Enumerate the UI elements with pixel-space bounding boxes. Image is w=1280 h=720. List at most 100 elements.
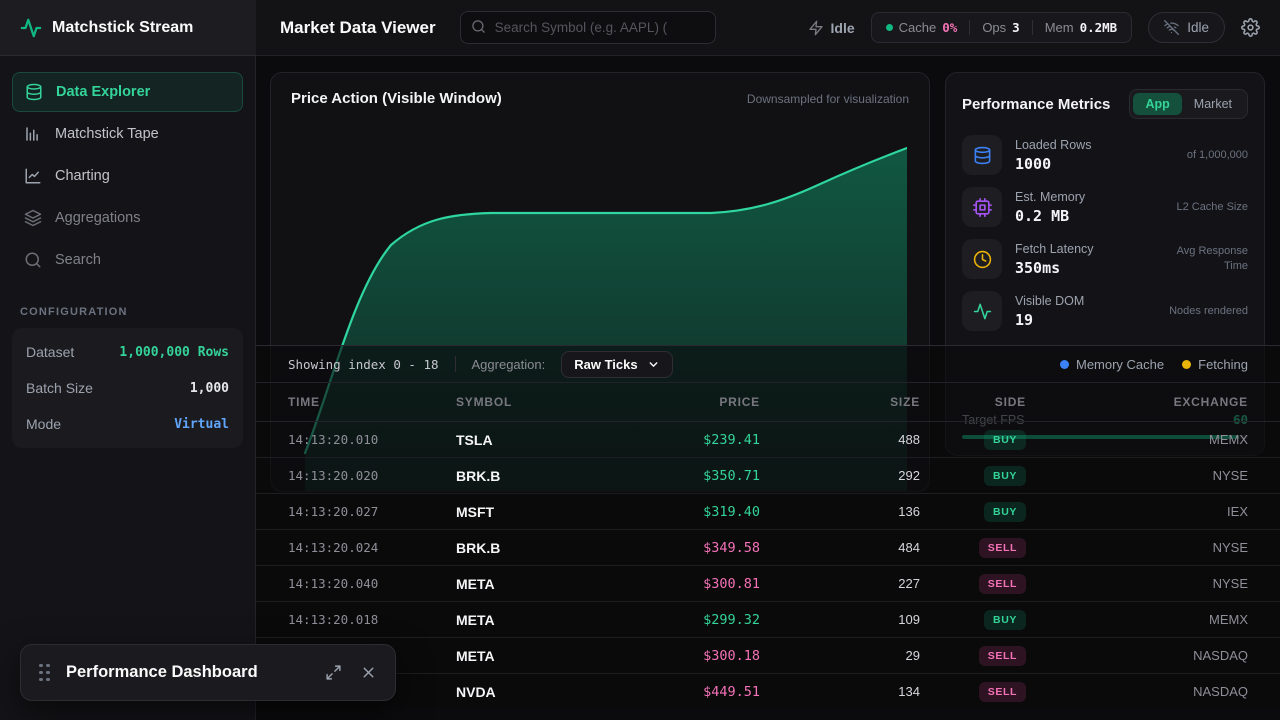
legend-fetching: Fetching	[1182, 357, 1248, 372]
search-icon	[24, 251, 42, 269]
chart-note: Downsampled for visualization	[746, 91, 909, 106]
table-row[interactable]: NVDA $449.51 134 SELL NASDAQ	[256, 674, 1280, 707]
sidebar-item-data-explorer[interactable]: Data Explorer	[12, 72, 243, 112]
tab-app[interactable]: App	[1133, 93, 1182, 115]
metric-note: of 1,000,000	[1186, 148, 1248, 161]
drag-handle-icon[interactable]	[39, 663, 50, 682]
search-input[interactable]	[459, 11, 716, 44]
side-badge: BUY	[984, 609, 1026, 630]
table-header-row: TIME SYMBOL PRICE SIZE SIDE EXCHANGE	[256, 383, 1280, 422]
table-row[interactable]: 14:13:20.018 META $299.32 109 BUY MEMX	[256, 602, 1280, 638]
config-heading: CONFIGURATION	[20, 306, 128, 318]
metric-note: Nodes rendered	[1169, 304, 1248, 317]
trade-size: 484	[898, 540, 920, 555]
divider	[969, 20, 971, 35]
line-chart-icon	[24, 167, 42, 185]
side-badge: BUY	[984, 501, 1026, 522]
metric-label: Loaded Rows	[1015, 137, 1092, 152]
wifi-off-icon	[1164, 20, 1180, 35]
trade-size: 292	[898, 468, 920, 483]
trade-exchange: NASDAQ	[1193, 648, 1248, 663]
trade-time: 14:13:20.020	[288, 468, 379, 483]
trade-size: 488	[898, 432, 920, 447]
trade-symbol: MSFT	[456, 503, 495, 520]
cache-value: 0%	[942, 20, 958, 35]
table-controls: Showing index 0 - 18 Aggregation: Raw Ti…	[256, 346, 1280, 383]
metric-value: 350ms	[1015, 258, 1061, 277]
side-badge: BUY	[984, 429, 1026, 450]
trade-price: $449.51	[703, 683, 760, 700]
table-row[interactable]: META $300.18 29 SELL NASDAQ	[256, 638, 1280, 674]
table-row[interactable]: 14:13:20.010 TSLA $239.41 488 BUY MEMX	[256, 422, 1280, 458]
cpu-icon	[962, 187, 1002, 227]
trade-symbol: BRK.B	[456, 467, 501, 484]
trades-sheet: Showing index 0 - 18 Aggregation: Raw Ti…	[256, 345, 1280, 707]
aggregation-select[interactable]: Raw Ticks	[561, 350, 673, 378]
side-badge: SELL	[978, 573, 1026, 594]
column-header-exchange: EXCHANGE	[1173, 395, 1248, 409]
trade-price: $239.41	[703, 431, 760, 448]
expand-button[interactable]	[325, 664, 342, 681]
trade-price: $350.71	[703, 467, 760, 484]
metric-value: 0.2 MB	[1015, 206, 1070, 225]
settings-button[interactable]	[1241, 18, 1260, 37]
search-icon	[471, 19, 486, 39]
stream-status: Idle	[808, 20, 855, 36]
table-row[interactable]: 14:13:20.020 BRK.B $350.71 292 BUY NYSE	[256, 458, 1280, 494]
sidebar-item-aggregations[interactable]: Aggregations	[12, 198, 243, 238]
trade-symbol: META	[456, 611, 495, 628]
cache-legend: Memory Cache Fetching	[1059, 357, 1248, 372]
table-row[interactable]: 14:13:20.024 BRK.B $349.58 484 SELL NYSE	[256, 530, 1280, 566]
connection-status-pill[interactable]: Idle	[1148, 12, 1225, 43]
legend-memory-cache: Memory Cache	[1059, 357, 1164, 372]
config-card: Dataset 1,000,000 Rows Batch Size 1,000 …	[12, 328, 243, 448]
close-button[interactable]	[360, 664, 377, 681]
trade-size: 136	[898, 504, 920, 519]
trade-price: $300.81	[703, 575, 760, 592]
trade-symbol: TSLA	[456, 431, 493, 448]
sidebar-item-label: Search	[55, 252, 101, 268]
metrics-scope-toggle: App Market	[1129, 89, 1248, 119]
sidebar-item-search[interactable]: Search	[12, 240, 243, 280]
table-row[interactable]: 14:13:20.040 META $300.81 227 SELL NYSE	[256, 566, 1280, 602]
sidebar-item-label: Aggregations	[55, 210, 141, 226]
trade-size: 109	[898, 612, 920, 627]
trade-side-cell: BUY	[920, 429, 1026, 450]
trade-exchange: NYSE	[1212, 576, 1248, 591]
metric-fetch-latency: Fetch Latency 350ms Avg Response Time	[962, 239, 1248, 279]
config-label: Mode	[26, 416, 62, 432]
performance-dashboard-popup: Performance Dashboard	[20, 644, 396, 701]
yellow-dot-icon	[1182, 359, 1192, 369]
ops-value: 3	[1012, 20, 1020, 35]
popup-title: Performance Dashboard	[66, 663, 258, 681]
trade-time: 14:13:20.018	[288, 612, 379, 627]
side-badge: BUY	[984, 465, 1026, 486]
sidebar-item-matchstick-tape[interactable]: Matchstick Tape	[12, 114, 243, 154]
lightning-icon	[808, 20, 823, 35]
ops-label: Ops	[982, 20, 1007, 35]
layers-icon	[24, 209, 42, 227]
trade-price: $299.32	[703, 611, 760, 628]
trade-time: 14:13:20.040	[288, 576, 379, 591]
metric-label: Visible DOM	[1015, 293, 1085, 308]
mem-value: 0.2MB	[1079, 20, 1118, 35]
tab-market[interactable]: Market	[1193, 97, 1232, 111]
chart-title: Price Action (Visible Window)	[291, 90, 502, 107]
config-value: 1,000,000 Rows	[119, 344, 229, 360]
table-row[interactable]: 14:13:20.027 MSFT $319.40 136 BUY IEX	[256, 494, 1280, 530]
bar-chart-icon	[24, 125, 42, 143]
config-value: 1,000	[189, 380, 229, 396]
column-header-side: SIDE	[994, 395, 1026, 409]
trade-side-cell: SELL	[920, 681, 1026, 702]
metric-note: L2 Cache Size	[1176, 200, 1248, 213]
chevron-down-icon	[649, 361, 658, 367]
page-title: Market Data Viewer	[280, 17, 436, 37]
metric-loaded-rows: Loaded Rows 1000 of 1,000,000	[962, 135, 1248, 175]
stats-pill: Cache 0% Ops 3 Mem 0.2MB	[870, 12, 1133, 43]
sidebar-item-label: Charting	[55, 168, 110, 184]
activity-icon	[962, 291, 1002, 331]
config-row-mode: Mode Virtual	[26, 406, 229, 442]
trade-side-cell: BUY	[920, 465, 1026, 486]
sidebar-item-charting[interactable]: Charting	[12, 156, 243, 196]
metric-value: 19	[1015, 310, 1034, 329]
